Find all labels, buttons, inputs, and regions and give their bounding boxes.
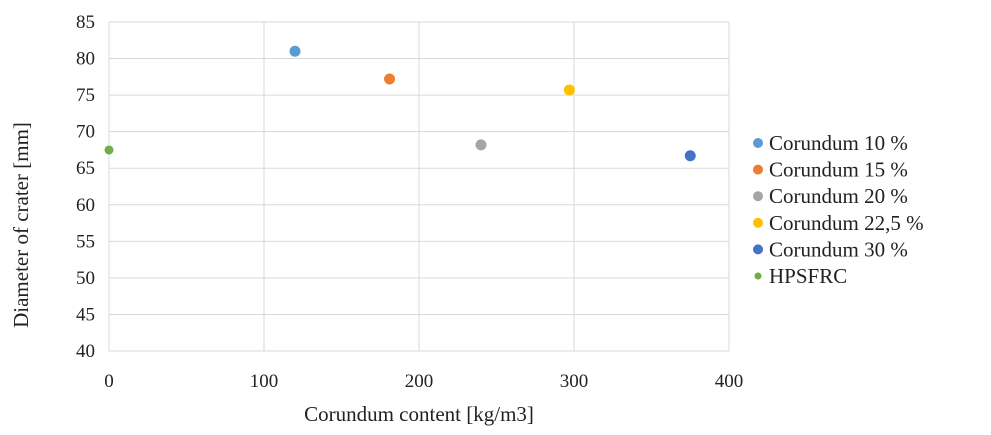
data-point-corundum-22-5 (563, 84, 575, 96)
data-point-hpsfrc (104, 145, 114, 155)
legend-marker (753, 217, 763, 228)
y-tick-label: 55 (76, 231, 95, 252)
legend-label: Corundum 20 % (769, 184, 908, 208)
x-axis-ticks: 0 100 200 300 400 (104, 371, 743, 392)
legend: Corundum 10 % Corundum 15 %Corundum 20 % C… (753, 131, 924, 288)
y-axis-ticks: 40 45 50 55 60 65 70 75 80 85 (76, 12, 95, 362)
legend-marker (753, 244, 763, 255)
grid (108, 21, 730, 352)
y-tick-label: 70 (76, 122, 95, 143)
x-tick-label: 200 (405, 371, 434, 392)
y-tick-label: 40 (76, 341, 95, 362)
data-point-corundum-20 (475, 139, 487, 151)
y-tick-label: 75 (76, 85, 95, 106)
y-tick-label: 80 (76, 49, 95, 70)
legend-marker (753, 191, 763, 202)
x-tick-label: 100 (250, 371, 279, 392)
legend-label: Corundum 22,5 % (769, 211, 924, 235)
data-point-corundum-15 (384, 73, 396, 85)
legend-label: Corundum 15 % (769, 158, 908, 182)
legend-marker (753, 164, 763, 175)
x-axis-title: Corundum content [kg/m3] (304, 402, 534, 426)
legend-label: HPSFRC (769, 264, 847, 288)
legend-marker (754, 272, 762, 280)
legend-marker (753, 138, 763, 148)
y-tick-label: 65 (76, 158, 95, 179)
y-axis-title: Diameter of crater [mm] (9, 122, 33, 328)
x-tick-label: 400 (715, 371, 744, 392)
legend-label: Corundum 10 % (769, 131, 908, 155)
x-tick-label: 0 (104, 371, 114, 392)
data-point-corundum-30 (684, 150, 696, 162)
x-tick-label: 300 (560, 371, 589, 392)
y-tick-label: 60 (76, 195, 95, 216)
data-point-corundum-10 (289, 45, 301, 57)
y-tick-label: 45 (76, 304, 95, 325)
y-tick-label: 85 (76, 12, 95, 33)
legend-label: Corundum 30 % (769, 237, 908, 261)
y-tick-label: 50 (76, 268, 95, 289)
data-points (104, 45, 696, 162)
